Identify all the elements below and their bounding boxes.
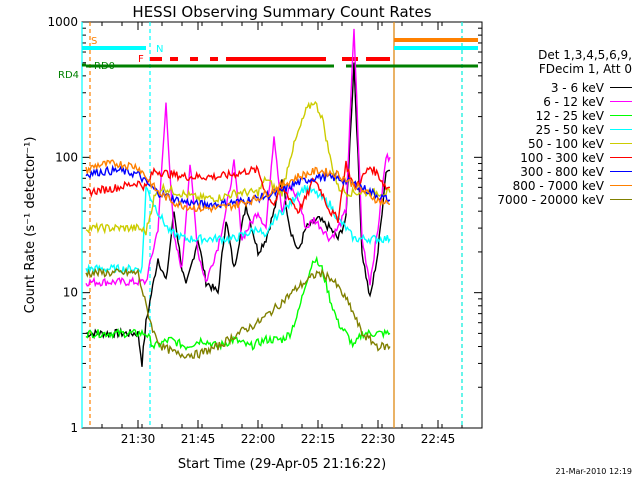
plot-frame bbox=[81, 21, 483, 429]
legend-item-label: 25 - 50 keV bbox=[535, 122, 604, 137]
legend-item-label: 300 - 800 keV bbox=[520, 164, 604, 179]
legend-item-label: 800 - 7000 keV bbox=[512, 178, 604, 193]
legend-swatch bbox=[610, 129, 632, 130]
flag-label-rd4: RD4 bbox=[58, 70, 79, 81]
legend-item-label: 12 - 25 keV bbox=[535, 108, 604, 123]
legend-item: 300 - 800 keV bbox=[520, 164, 632, 179]
legend-item: 800 - 7000 keV bbox=[512, 178, 632, 193]
legend-swatch bbox=[610, 87, 632, 88]
x-tick-label: 21:45 bbox=[181, 432, 216, 446]
chart-title: HESSI Observing Summary Count Rates bbox=[132, 3, 431, 21]
y-tick-label: 100 bbox=[55, 150, 78, 164]
legend-item-label: 100 - 300 keV bbox=[520, 150, 604, 165]
legend-item-label: 7000 - 20000 keV bbox=[497, 192, 604, 207]
series-line-8 bbox=[85, 266, 391, 359]
legend-item-label: 6 - 12 keV bbox=[543, 94, 604, 109]
series-line-6 bbox=[85, 164, 391, 211]
x-tick-label: 21:30 bbox=[121, 432, 156, 446]
x-tick-label: 22:30 bbox=[361, 432, 396, 446]
legend-item: 12 - 25 keV bbox=[535, 108, 632, 123]
series-line-5 bbox=[85, 160, 391, 224]
plot-timestamp: 21-Mar-2010 12:19 bbox=[555, 467, 633, 476]
legend-item: 25 - 50 keV bbox=[535, 122, 632, 137]
legend-item: 100 - 300 keV bbox=[520, 150, 632, 165]
legend-item: 3 - 6 keV bbox=[550, 80, 632, 95]
y-tick-label: 1000 bbox=[47, 15, 78, 29]
series-line-2 bbox=[85, 255, 391, 351]
legend-item: 50 - 100 keV bbox=[527, 136, 632, 151]
legend-swatch bbox=[610, 171, 632, 172]
flag-label-f: F bbox=[138, 54, 144, 65]
flag-label-n: N bbox=[156, 44, 163, 55]
legend-swatch bbox=[610, 157, 632, 158]
series-line-3 bbox=[85, 184, 391, 276]
legend-swatch bbox=[610, 185, 632, 186]
legend-swatch bbox=[610, 143, 632, 144]
x-tick-label: 22:45 bbox=[421, 432, 456, 446]
legend-swatch bbox=[610, 101, 632, 102]
series-line-0 bbox=[85, 62, 390, 367]
legend-swatch bbox=[610, 115, 632, 116]
y-axis-label: Count Rate (s⁻¹ detector⁻¹) bbox=[23, 137, 38, 314]
legend-header-line: Det 1,3,4,5,6,9, bbox=[538, 48, 632, 62]
legend-item-label: 3 - 6 keV bbox=[550, 80, 604, 95]
flag-label-rd0: RD0 bbox=[94, 61, 115, 72]
x-tick-label: 22:00 bbox=[241, 432, 276, 446]
flag-label-s: S bbox=[91, 36, 97, 47]
legend-item: 6 - 12 keV bbox=[543, 94, 632, 109]
x-tick-label: 22:15 bbox=[301, 432, 336, 446]
legend-item: 7000 - 20000 keV bbox=[497, 192, 632, 207]
legend-item-label: 50 - 100 keV bbox=[527, 136, 604, 151]
x-axis-label: Start Time (29-Apr-05 21:16:22) bbox=[178, 457, 386, 472]
legend-swatch bbox=[610, 199, 632, 200]
series-line-7 bbox=[85, 159, 391, 214]
y-tick-label: 1 bbox=[70, 421, 78, 435]
legend-header-line: FDecim 1, Att 0 bbox=[538, 62, 632, 76]
y-tick-label: 10 bbox=[63, 286, 78, 300]
series-line-4 bbox=[85, 100, 391, 236]
